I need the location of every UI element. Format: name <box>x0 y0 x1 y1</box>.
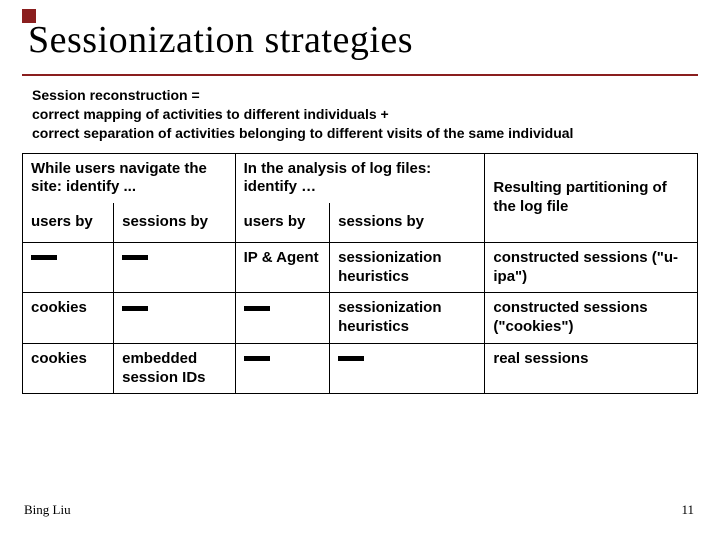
cell: embedded session IDs <box>114 343 236 394</box>
header-sessions-by-2: sessions by <box>330 203 485 242</box>
cell: cookies <box>23 293 114 344</box>
title-underline: Sessionization strategies <box>22 10 698 76</box>
header-group-navigate: While users navigate the site: identify … <box>23 153 236 203</box>
definition-label: Session reconstruction = <box>32 86 698 105</box>
footer-author: Bing Liu <box>24 502 71 518</box>
dash-icon <box>244 356 270 361</box>
cell: constructed sessions ("u-ipa") <box>485 242 698 293</box>
cell <box>235 293 330 344</box>
header-users-by-2: users by <box>235 203 330 242</box>
cell: cookies <box>23 343 114 394</box>
header-resulting: Resulting partitioning of the log file <box>485 153 698 242</box>
cell: sessionization heuristics <box>330 242 485 293</box>
cell: sessionization heuristics <box>330 293 485 344</box>
dash-icon <box>122 255 148 260</box>
table-row: IP & Agent sessionization heuristics con… <box>23 242 698 293</box>
cell: IP & Agent <box>235 242 330 293</box>
cell <box>235 343 330 394</box>
cell <box>114 242 236 293</box>
cell: real sessions <box>485 343 698 394</box>
definition-block: Session reconstruction = correct mapping… <box>32 86 698 143</box>
dash-icon <box>338 356 364 361</box>
dash-icon <box>122 306 148 311</box>
slide-title: Sessionization strategies <box>28 18 698 62</box>
table-row: cookies sessionization heuristics constr… <box>23 293 698 344</box>
cell <box>23 242 114 293</box>
cell: constructed sessions ("cookies") <box>485 293 698 344</box>
page-number: 11 <box>681 502 694 518</box>
cell <box>114 293 236 344</box>
table-header-group-row: While users navigate the site: identify … <box>23 153 698 203</box>
title-accent-square <box>22 9 36 23</box>
cell <box>330 343 485 394</box>
table-row: cookies embedded session IDs real sessio… <box>23 343 698 394</box>
strategies-table: While users navigate the site: identify … <box>22 153 698 395</box>
header-users-by-1: users by <box>23 203 114 242</box>
definition-line-1: correct mapping of activities to differe… <box>32 105 698 124</box>
header-group-analysis: In the analysis of log files: identify … <box>235 153 485 203</box>
header-sessions-by-1: sessions by <box>114 203 236 242</box>
dash-icon <box>244 306 270 311</box>
dash-icon <box>31 255 57 260</box>
definition-line-2: correct separation of activities belongi… <box>32 124 698 143</box>
